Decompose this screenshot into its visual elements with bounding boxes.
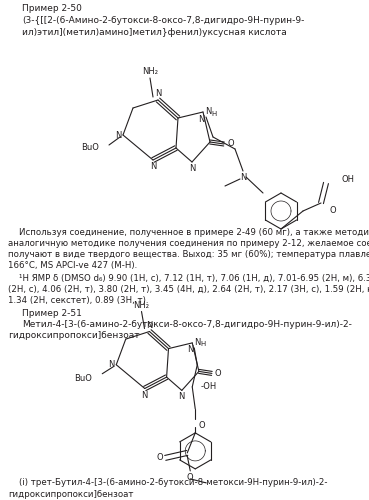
Text: NH₂: NH₂	[142, 67, 158, 76]
Text: O: O	[198, 421, 205, 430]
Text: H: H	[201, 341, 206, 347]
Text: O: O	[187, 473, 194, 482]
Text: Используя соединение, полученное в примере 2-49 (60 мг), а также методику,: Используя соединение, полученное в приме…	[8, 228, 369, 237]
Text: N: N	[150, 162, 156, 171]
Text: 1.34 (2H, секстет), 0.89 (3H, т).: 1.34 (2H, секстет), 0.89 (3H, т).	[8, 296, 148, 305]
Text: ил)этил](метил)амино]метил}фенил)уксусная кислота: ил)этил](метил)амино]метил}фенил)уксусна…	[22, 28, 287, 37]
Text: гидроксипропокси]бензоат: гидроксипропокси]бензоат	[8, 331, 139, 340]
Text: N: N	[194, 338, 201, 347]
Text: O: O	[215, 369, 221, 378]
Text: O: O	[156, 454, 163, 462]
Text: O: O	[228, 140, 235, 148]
Text: Пример 2-50: Пример 2-50	[22, 4, 82, 13]
Text: H: H	[211, 111, 217, 117]
Text: N: N	[205, 108, 211, 116]
Text: N: N	[155, 89, 161, 98]
Text: N: N	[146, 320, 153, 330]
Text: гидроксипропокси]бензоат: гидроксипропокси]бензоат	[8, 490, 134, 499]
Text: N: N	[198, 114, 204, 124]
Text: BuO: BuO	[75, 374, 92, 383]
Text: N: N	[179, 392, 185, 402]
Text: N: N	[108, 360, 114, 369]
Text: Пример 2-51: Пример 2-51	[22, 309, 82, 318]
Text: Метил-4-[3-(6-амино-2-бутокси-8-оксо-7,8-дигидро-9Н-пурин-9-ил)-2-: Метил-4-[3-(6-амино-2-бутокси-8-оксо-7,8…	[22, 320, 352, 329]
Text: получают в виде твердого вещества. Выход: 35 мг (60%); температура плавления = 1: получают в виде твердого вещества. Выход…	[8, 250, 369, 259]
Text: BuO: BuO	[81, 144, 99, 152]
Text: 166°C, MS APCI-ve 427 (M-H).: 166°C, MS APCI-ve 427 (M-H).	[8, 261, 137, 270]
Text: (3-{[[2-(6-Амино-2-бутокси-8-оксо-7,8-дигидро-9Н-пурин-9-: (3-{[[2-(6-Амино-2-бутокси-8-оксо-7,8-ди…	[22, 16, 304, 25]
Text: N: N	[240, 173, 246, 182]
Text: ¹H ЯМР δ (DMSO d₆) 9.90 (1H, с), 7.12 (1H, т), 7.06 (1H, д), 7.01-6.95 (2H, м), : ¹H ЯМР δ (DMSO d₆) 9.90 (1H, с), 7.12 (1…	[8, 274, 369, 283]
Text: OH: OH	[341, 174, 354, 184]
Text: N: N	[189, 164, 195, 173]
Text: N: N	[115, 130, 121, 140]
Text: NH₂: NH₂	[134, 300, 149, 310]
Text: (i) трет-Бутил-4-[3-(6-амино-2-бутокси-8-метокси-9H-пурин-9-ил)-2-: (i) трет-Бутил-4-[3-(6-амино-2-бутокси-8…	[8, 478, 328, 487]
Text: -OH: -OH	[200, 382, 217, 392]
Text: O: O	[329, 206, 336, 215]
Text: N: N	[142, 390, 148, 400]
Text: аналогичную методике получения соединения по примеру 2-12, желаемое соединение: аналогичную методике получения соединени…	[8, 239, 369, 248]
Text: N: N	[187, 344, 194, 354]
Text: (2H, с), 4.06 (2H, т), 3.80 (2H, т), 3.45 (4H, д), 2.64 (2H, т), 2.17 (3H, с), 1: (2H, с), 4.06 (2H, т), 3.80 (2H, т), 3.4…	[8, 285, 369, 294]
